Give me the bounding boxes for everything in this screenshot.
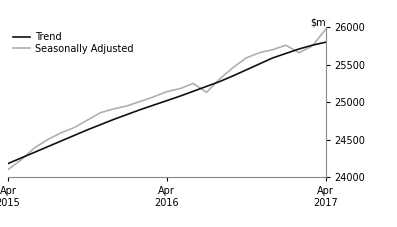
Seasonally Adjusted (32, 146, 37, 149)
Seasonally Adjusted (231, 66, 235, 69)
Trend (6, 162, 10, 165)
Seasonally Adjusted (164, 90, 169, 93)
Seasonally Adjusted (85, 119, 90, 121)
Trend (72, 134, 77, 137)
Seasonally Adjusted (125, 104, 129, 107)
Trend (283, 52, 288, 55)
Seasonally Adjusted (217, 78, 222, 80)
Seasonally Adjusted (45, 138, 50, 141)
Seasonally Adjusted (323, 28, 328, 31)
Seasonally Adjusted (191, 82, 196, 85)
Trend (231, 74, 235, 77)
Trend (19, 157, 23, 159)
Trend (217, 80, 222, 83)
Seasonally Adjusted (204, 91, 209, 94)
Line: Seasonally Adjusted: Seasonally Adjusted (8, 30, 326, 170)
Seasonally Adjusted (283, 44, 288, 47)
Seasonally Adjusted (98, 111, 103, 114)
Trend (270, 57, 275, 59)
Text: $m: $m (310, 17, 326, 27)
Trend (138, 108, 143, 111)
Trend (177, 95, 182, 98)
Seasonally Adjusted (270, 48, 275, 51)
Seasonally Adjusted (6, 168, 10, 171)
Trend (58, 140, 63, 143)
Seasonally Adjusted (244, 57, 249, 59)
Line: Trend: Trend (8, 42, 326, 164)
Seasonally Adjusted (297, 51, 301, 54)
Trend (204, 85, 209, 88)
Seasonally Adjusted (58, 131, 63, 134)
Trend (32, 151, 37, 154)
Trend (151, 104, 156, 106)
Seasonally Adjusted (177, 87, 182, 90)
Trend (257, 63, 262, 65)
Trend (191, 90, 196, 93)
Trend (310, 44, 315, 47)
Trend (323, 41, 328, 44)
Trend (85, 128, 90, 131)
Trend (164, 99, 169, 102)
Trend (112, 118, 116, 121)
Trend (125, 113, 129, 116)
Trend (98, 123, 103, 126)
Seasonally Adjusted (151, 96, 156, 98)
Seasonally Adjusted (19, 158, 23, 161)
Seasonally Adjusted (257, 51, 262, 54)
Seasonally Adjusted (72, 126, 77, 129)
Trend (297, 48, 301, 50)
Trend (45, 145, 50, 148)
Legend: Trend, Seasonally Adjusted: Trend, Seasonally Adjusted (13, 32, 134, 54)
Seasonally Adjusted (138, 100, 143, 103)
Trend (244, 69, 249, 71)
Seasonally Adjusted (310, 44, 315, 47)
Seasonally Adjusted (112, 108, 116, 110)
